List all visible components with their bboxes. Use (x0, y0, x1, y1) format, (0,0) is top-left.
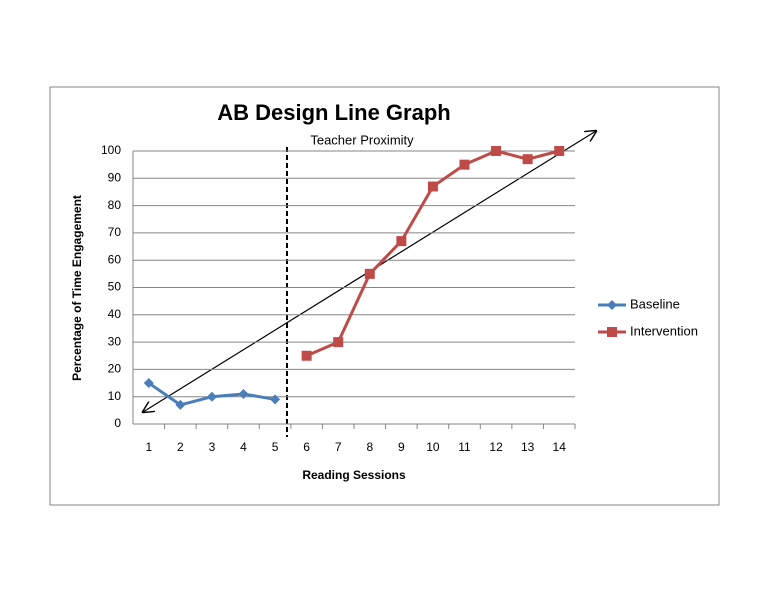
legend-label: Intervention (630, 323, 698, 338)
y-tick-label: 30 (108, 334, 122, 348)
marker (607, 300, 617, 310)
marker (554, 146, 565, 156)
marker (522, 154, 533, 165)
x-tick-label: 8 (366, 440, 373, 454)
marker (364, 268, 375, 279)
x-tick-label: 4 (240, 440, 247, 454)
y-tick-label: 90 (108, 170, 122, 184)
marker (175, 399, 186, 410)
annotation: Teacher Proximity (310, 132, 414, 147)
x-tick-label: 12 (489, 440, 503, 454)
y-tick-label: 20 (108, 362, 122, 376)
x-tick-label: 5 (272, 440, 279, 454)
x-tick-label: 9 (398, 440, 405, 454)
y-tick-label: 100 (101, 143, 121, 157)
x-tick-label: 14 (553, 440, 567, 454)
y-axis-label: Percentage of Time Engagement (70, 195, 84, 381)
x-tick-label: 6 (303, 440, 310, 454)
marker (143, 378, 154, 389)
marker (238, 388, 249, 399)
x-tick-label: 7 (335, 440, 342, 454)
y-tick-label: 70 (108, 225, 122, 239)
x-tick-label: 1 (145, 440, 152, 454)
marker (333, 337, 344, 348)
marker (270, 394, 281, 405)
y-tick-label: 0 (114, 416, 121, 430)
x-tick-label: 11 (458, 440, 471, 454)
marker (459, 159, 470, 170)
y-tick-label: 10 (108, 389, 122, 403)
x-tick-label: 3 (209, 440, 216, 454)
marker (607, 327, 617, 337)
x-tick-label: 13 (521, 440, 535, 454)
marker (491, 146, 502, 156)
marker (206, 391, 217, 402)
marker (427, 181, 438, 192)
y-tick-label: 80 (108, 198, 122, 212)
y-tick-label: 60 (108, 252, 122, 266)
y-tick-label: 50 (108, 280, 122, 294)
x-tick-label: 2 (177, 440, 184, 454)
marker (396, 236, 407, 247)
y-tick-label: 40 (108, 307, 122, 321)
marker (301, 350, 312, 361)
x-tick-label: 10 (426, 440, 440, 454)
x-axis-label: Reading Sessions (302, 468, 406, 482)
chart-title: AB Design Line Graph (217, 100, 450, 125)
legend-label: Baseline (630, 296, 680, 311)
